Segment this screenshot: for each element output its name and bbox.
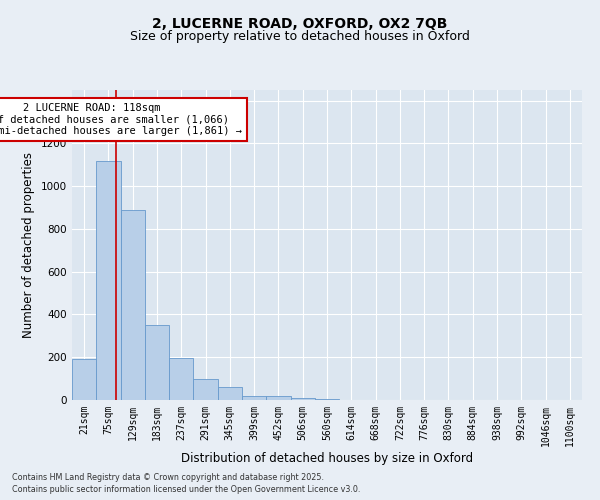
Y-axis label: Number of detached properties: Number of detached properties [22, 152, 35, 338]
Text: 2 LUCERNE ROAD: 118sqm
← 36% of detached houses are smaller (1,066)
64% of semi-: 2 LUCERNE ROAD: 118sqm ← 36% of detached… [0, 103, 242, 136]
Text: 2, LUCERNE ROAD, OXFORD, OX2 7QB: 2, LUCERNE ROAD, OXFORD, OX2 7QB [152, 18, 448, 32]
Bar [290, 398, 315, 400]
X-axis label: Distribution of detached houses by size in Oxford: Distribution of detached houses by size … [181, 452, 473, 464]
Bar [96, 160, 121, 400]
Bar [193, 378, 218, 400]
Bar [169, 358, 193, 400]
Text: Contains public sector information licensed under the Open Government Licence v3: Contains public sector information licen… [12, 485, 361, 494]
Bar [315, 399, 339, 400]
Bar [242, 396, 266, 400]
Bar [145, 325, 169, 400]
Text: Size of property relative to detached houses in Oxford: Size of property relative to detached ho… [130, 30, 470, 43]
Bar [121, 210, 145, 400]
Bar [266, 396, 290, 400]
Bar [72, 360, 96, 400]
Text: Contains HM Land Registry data © Crown copyright and database right 2025.: Contains HM Land Registry data © Crown c… [12, 474, 324, 482]
Bar [218, 387, 242, 400]
